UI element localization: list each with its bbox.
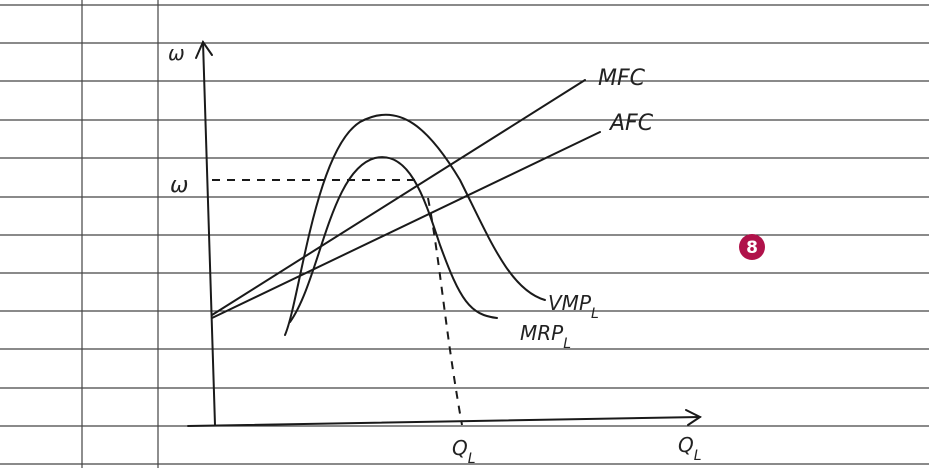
badge: 8 [739,234,765,260]
paper [0,0,929,468]
y-axis-label: ω [168,41,185,65]
label-part: L [694,448,702,464]
label-part: L [468,451,476,467]
label-part: L [591,306,599,322]
notebook-diagram: ω ω MFC AFC VMPL MRPL QL QL 8 [0,0,929,468]
label-part: Q [678,433,694,457]
label-part: Q [452,436,468,460]
badge-number: 8 [746,238,758,258]
label-part: VMP [548,291,592,315]
label-part: MRP [520,321,564,345]
curve-label: MFC [598,66,646,91]
label-part: L [563,336,571,352]
curve-label: AFC [608,111,654,136]
wage-label: ω [170,173,188,198]
